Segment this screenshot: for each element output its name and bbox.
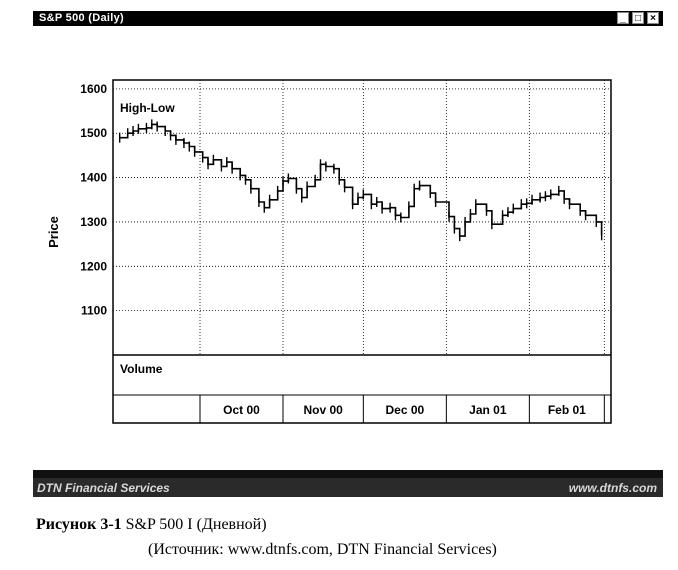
window-title: S&P 500 (Daily) — [39, 12, 125, 24]
figure-source: (Источник: www.dtnfs.com, DTN Financial … — [148, 541, 497, 558]
figure-caption: Рисунок 3-1 S&P 500 I (Дневной) — [36, 516, 267, 534]
y-axis-label: Price — [46, 216, 61, 248]
y-tick-label: 1500 — [80, 126, 107, 140]
figure-text: S&P 500 I (Дневной) — [125, 516, 267, 533]
figure-label: Рисунок 3-1 — [36, 516, 122, 533]
status-bar: DTN Financial Services www.dtnfs.com — [33, 470, 663, 497]
y-tick-label: 1100 — [81, 304, 107, 318]
x-tick-label: Nov 00 — [303, 403, 343, 417]
y-tick-label: 1600 — [80, 82, 107, 96]
y-tick-labels: 1600 1500 1400 1300 1200 1100 — [80, 82, 107, 318]
price-series — [118, 119, 603, 242]
chart-title: High-Low — [120, 101, 175, 115]
close-icon[interactable]: × — [647, 12, 659, 24]
x-tick-label: Oct 00 — [223, 403, 260, 417]
chart-frame — [112, 79, 612, 424]
status-url-text: www.dtnfs.com — [568, 481, 657, 495]
status-bar-stripe — [33, 470, 663, 478]
y-tick-label: 1200 — [80, 259, 107, 273]
x-tick-label: Feb 01 — [548, 403, 586, 417]
x-tick-labels: Oct 00 Nov 00 Dec 00 Jan 01 Feb 01 — [223, 403, 586, 417]
maximize-icon[interactable]: □ — [632, 12, 644, 24]
window-titlebar[interactable]: S&P 500 (Daily) _ □ × — [33, 11, 663, 26]
price-chart: 1600 1500 1400 1300 1200 1100 Oct 00 Nov 00 Dec… — [46, 79, 612, 424]
status-provider-text: DTN Financial Services — [37, 481, 170, 495]
grid-lines — [113, 80, 611, 423]
y-tick-label: 1300 — [80, 215, 107, 229]
minimize-icon[interactable]: _ — [617, 12, 629, 24]
x-tick-label: Jan 01 — [469, 403, 507, 417]
y-tick-label: 1400 — [80, 171, 107, 185]
x-tick-label: Dec 00 — [385, 403, 424, 417]
volume-label: Volume — [120, 362, 163, 376]
